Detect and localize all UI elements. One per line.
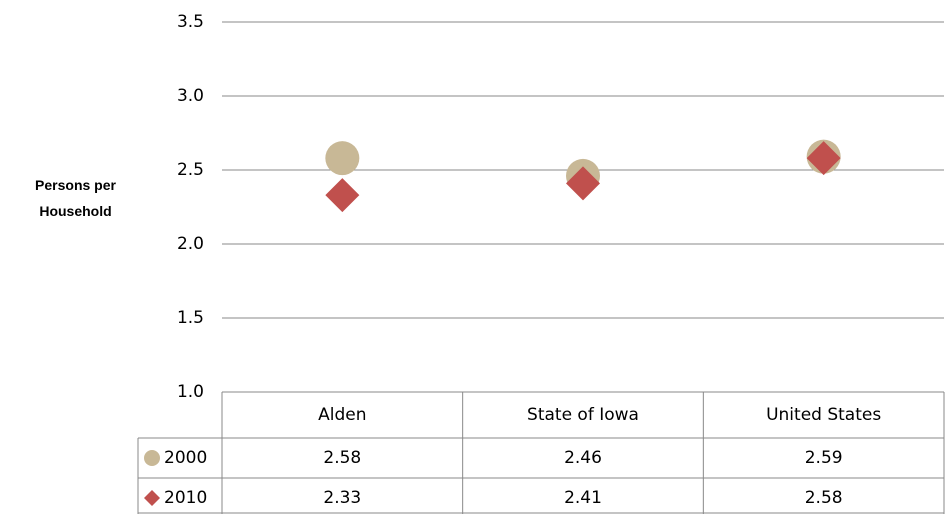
y-tick-label: 2.5 bbox=[177, 160, 204, 180]
table-value: 2.58 bbox=[805, 488, 843, 508]
y-tick-label: 1.5 bbox=[177, 308, 204, 328]
table-value: 2.59 bbox=[805, 448, 843, 468]
y-tick-label: 1.0 bbox=[177, 382, 204, 402]
diamond-marker bbox=[806, 141, 841, 176]
y-tick-label: 3.5 bbox=[177, 12, 204, 32]
table-value: 2.58 bbox=[323, 448, 361, 468]
x-tick-label: United States bbox=[766, 405, 881, 425]
legend-marker bbox=[144, 490, 160, 506]
circle-marker bbox=[325, 141, 360, 176]
diamond-marker bbox=[325, 178, 360, 213]
diamond-marker bbox=[566, 166, 600, 201]
table-value: 2.46 bbox=[564, 448, 602, 468]
x-tick-label: State of Iowa bbox=[527, 405, 639, 425]
table-value: 2.41 bbox=[564, 488, 602, 508]
legend-label: 2000 bbox=[164, 448, 207, 468]
x-tick-label: Alden bbox=[318, 405, 366, 425]
legend-label: 2010 bbox=[164, 488, 207, 508]
y-tick-label: 2.0 bbox=[177, 234, 204, 254]
y-axis-label: Persons per Household bbox=[35, 177, 116, 219]
table-value: 2.33 bbox=[323, 488, 361, 508]
legend-marker bbox=[144, 450, 160, 466]
y-tick-label: 3.0 bbox=[177, 86, 204, 106]
